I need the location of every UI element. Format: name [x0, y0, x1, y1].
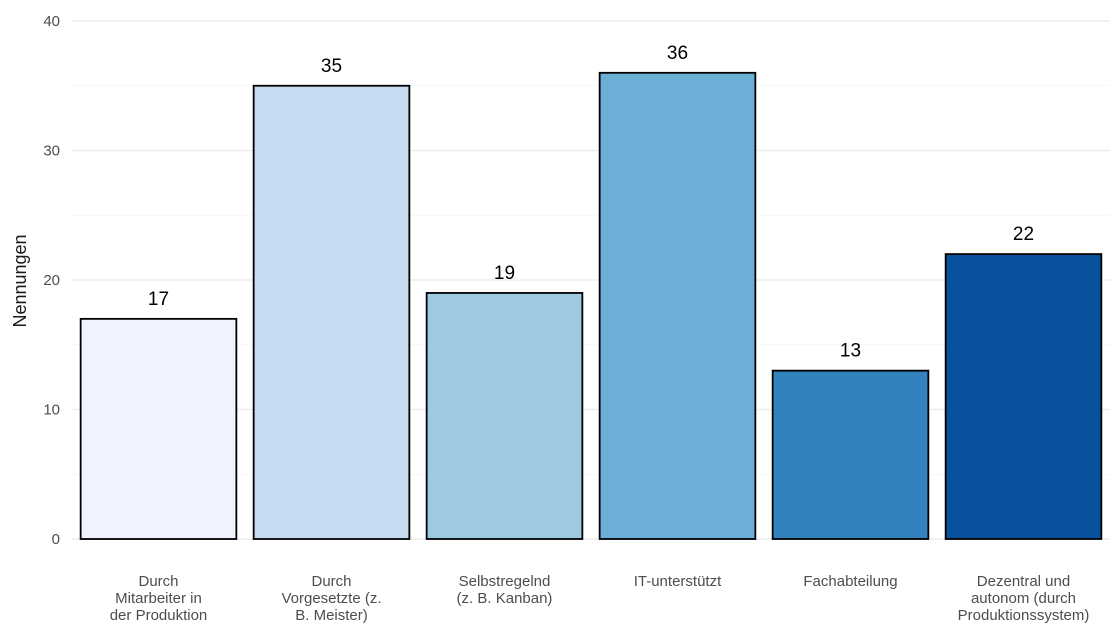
y-tick-label: 30: [43, 143, 60, 160]
data-label: 17: [148, 289, 169, 310]
y-tick-label: 10: [43, 402, 60, 419]
y-axis-label: Nennungen: [10, 234, 30, 327]
y-tick-label: 40: [43, 13, 60, 30]
data-label: 22: [1013, 224, 1034, 245]
bar: [79, 317, 238, 540]
x-axis: Durch Mitarbeiter in der Produktion Durch Vo…: [110, 573, 1090, 624]
x-tick-label: Durch Mitarbeiter in der Produktion: [110, 573, 208, 624]
x-tick-label: Fachabteilung: [803, 573, 897, 590]
x-tick-label: Selbstregelnd (z. B. Kanban): [457, 573, 553, 607]
bars-layer: [79, 71, 1103, 540]
grid-layer: [72, 20, 1110, 540]
data-label: 36: [667, 43, 688, 64]
y-tick-label: 20: [43, 272, 60, 289]
bar: [944, 253, 1103, 540]
data-label: 13: [840, 341, 861, 362]
data-label: 35: [321, 56, 342, 77]
y-axis: 0 10 20 30 40: [43, 13, 60, 548]
bar: [771, 369, 930, 540]
x-tick-label: IT-unterstützt: [634, 573, 722, 590]
data-label: 19: [494, 263, 515, 284]
value-labels-layer: 17 35 19 36 13 22: [148, 43, 1034, 362]
x-tick-label: Durch Vorgesetzte (z. B. Meister): [281, 573, 381, 624]
x-tick-label: Dezentral und autonom (durch Produktionssy…: [958, 573, 1090, 624]
y-tick-label: 0: [52, 531, 60, 548]
bar: [425, 292, 584, 540]
bar: [598, 71, 757, 540]
bar: [252, 84, 411, 540]
